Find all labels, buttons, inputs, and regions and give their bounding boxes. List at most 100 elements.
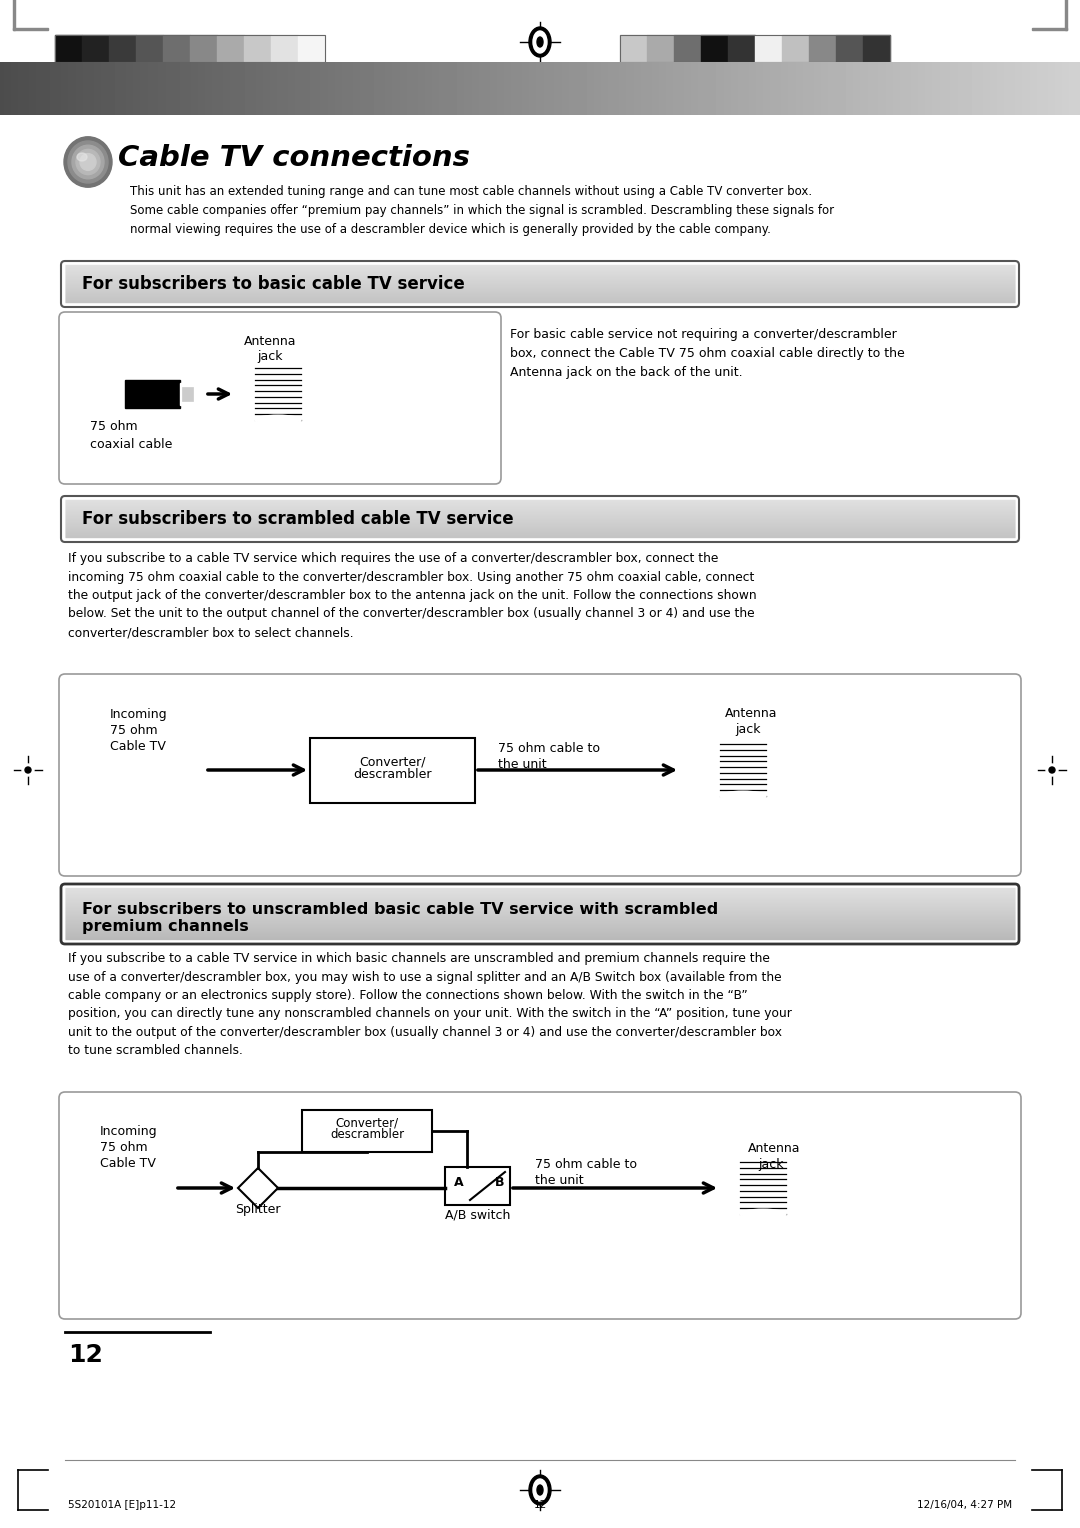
Bar: [755, 35, 782, 63]
Text: Splitter: Splitter: [235, 1203, 281, 1216]
Ellipse shape: [77, 153, 87, 160]
Bar: [302, 1109, 432, 1152]
Bar: [13, 28, 48, 31]
Text: For basic cable service not requiring a converter/descrambler
box, connect the C: For basic cable service not requiring a …: [510, 329, 905, 379]
Bar: [125, 380, 180, 408]
Bar: [82, 35, 109, 63]
Ellipse shape: [529, 1475, 551, 1505]
Bar: [740, 1161, 786, 1215]
Bar: [255, 368, 301, 420]
Bar: [109, 35, 136, 63]
Ellipse shape: [255, 364, 301, 373]
Text: B: B: [496, 1177, 504, 1189]
Bar: [271, 35, 298, 63]
Circle shape: [1049, 767, 1055, 773]
Text: descrambler: descrambler: [329, 1128, 404, 1141]
Text: For subscribers to scrambled cable TV service: For subscribers to scrambled cable TV se…: [82, 510, 514, 529]
Bar: [244, 35, 271, 63]
Text: jack: jack: [758, 1158, 783, 1170]
Bar: [1065, 0, 1067, 31]
Ellipse shape: [529, 28, 551, 57]
Text: Incoming: Incoming: [110, 707, 167, 721]
Text: If you subscribe to a cable TV service in which basic channels are unscrambled a: If you subscribe to a cable TV service i…: [68, 952, 792, 1057]
Circle shape: [1047, 764, 1058, 776]
Text: the unit: the unit: [535, 1174, 583, 1187]
Text: Cable TV: Cable TV: [100, 1157, 156, 1170]
Ellipse shape: [72, 145, 104, 179]
Bar: [183, 387, 193, 400]
Bar: [728, 35, 755, 63]
Ellipse shape: [720, 792, 766, 801]
Bar: [782, 35, 809, 63]
Text: descrambler: descrambler: [353, 769, 432, 781]
Text: 75 ohm cable to: 75 ohm cable to: [535, 1158, 637, 1170]
Bar: [136, 35, 163, 63]
Text: 12/16/04, 4:27 PM: 12/16/04, 4:27 PM: [917, 1500, 1012, 1510]
Text: Converter/: Converter/: [336, 1115, 399, 1129]
Ellipse shape: [76, 150, 100, 174]
Text: 12: 12: [68, 1343, 103, 1368]
Text: Cable TV connections: Cable TV connections: [118, 144, 470, 173]
Bar: [217, 35, 244, 63]
Text: A: A: [455, 1177, 463, 1189]
Text: Antenna: Antenna: [725, 707, 778, 720]
Text: coaxial cable: coaxial cable: [90, 439, 173, 451]
Bar: [445, 1167, 510, 1206]
Bar: [180, 384, 195, 405]
Text: For subscribers to unscrambled basic cable TV service with scrambled
premium cha: For subscribers to unscrambled basic cab…: [82, 902, 718, 934]
Ellipse shape: [64, 138, 112, 188]
Bar: [809, 35, 836, 63]
Text: Antenna: Antenna: [244, 335, 296, 348]
Ellipse shape: [740, 1157, 786, 1167]
Text: Converter/: Converter/: [360, 755, 426, 769]
Ellipse shape: [537, 1485, 543, 1494]
Ellipse shape: [255, 416, 301, 425]
Text: A/B switch: A/B switch: [445, 1209, 511, 1221]
Text: If you subscribe to a cable TV service which requires the use of a converter/des: If you subscribe to a cable TV service w…: [68, 552, 757, 639]
Ellipse shape: [68, 141, 108, 183]
Ellipse shape: [537, 37, 543, 47]
Bar: [836, 35, 863, 63]
FancyBboxPatch shape: [59, 674, 1021, 876]
Bar: [1032, 66, 1067, 67]
Bar: [720, 744, 766, 796]
Text: 12: 12: [534, 1500, 546, 1510]
Bar: [620, 35, 647, 63]
FancyBboxPatch shape: [59, 1093, 1021, 1319]
Bar: [863, 35, 890, 63]
Ellipse shape: [534, 1479, 546, 1500]
Text: 75 ohm: 75 ohm: [90, 420, 137, 432]
Text: For subscribers to basic cable TV service: For subscribers to basic cable TV servic…: [82, 275, 464, 293]
Bar: [0, 0, 1080, 35]
FancyBboxPatch shape: [59, 312, 501, 484]
Text: Connections: Connections: [68, 93, 154, 107]
Bar: [163, 35, 190, 63]
Bar: [13, 0, 15, 31]
Bar: [620, 35, 890, 63]
Ellipse shape: [80, 154, 96, 171]
Text: Antenna: Antenna: [748, 1141, 800, 1155]
Bar: [647, 35, 674, 63]
Text: the unit: the unit: [498, 758, 546, 772]
Circle shape: [25, 767, 31, 773]
Ellipse shape: [720, 740, 766, 749]
Text: 75 ohm cable to: 75 ohm cable to: [498, 743, 600, 755]
Bar: [298, 35, 325, 63]
Text: 75 ohm: 75 ohm: [110, 724, 158, 736]
Bar: [13, 66, 48, 67]
Text: 5S20101A [E]p11-12: 5S20101A [E]p11-12: [68, 1500, 176, 1510]
Circle shape: [22, 764, 33, 776]
Text: This unit has an extended tuning range and can tune most cable channels without : This unit has an extended tuning range a…: [130, 185, 834, 235]
Text: Cable TV: Cable TV: [110, 740, 166, 753]
Text: Incoming: Incoming: [100, 1125, 158, 1138]
Ellipse shape: [534, 31, 546, 53]
Bar: [190, 35, 217, 63]
Polygon shape: [238, 1167, 278, 1209]
Bar: [55, 35, 325, 63]
Bar: [701, 35, 728, 63]
Text: 75 ohm: 75 ohm: [100, 1141, 148, 1154]
Ellipse shape: [740, 1209, 786, 1219]
Text: jack: jack: [257, 350, 283, 364]
Text: jack: jack: [735, 723, 760, 736]
Bar: [310, 738, 475, 804]
